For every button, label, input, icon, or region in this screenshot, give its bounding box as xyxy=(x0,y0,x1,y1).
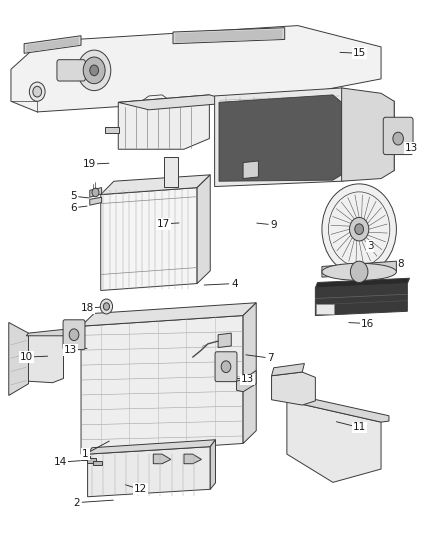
Circle shape xyxy=(350,217,369,241)
Bar xyxy=(164,157,178,187)
Circle shape xyxy=(29,82,45,101)
Polygon shape xyxy=(101,188,197,290)
Polygon shape xyxy=(101,175,210,195)
Circle shape xyxy=(350,261,368,282)
FancyBboxPatch shape xyxy=(63,320,85,350)
Polygon shape xyxy=(243,161,258,179)
Polygon shape xyxy=(272,372,315,405)
FancyBboxPatch shape xyxy=(215,352,237,382)
Text: 1: 1 xyxy=(82,449,89,459)
Polygon shape xyxy=(88,440,215,454)
Circle shape xyxy=(103,303,110,310)
Polygon shape xyxy=(90,188,102,197)
Text: 13: 13 xyxy=(64,345,77,355)
Circle shape xyxy=(69,329,79,341)
Text: 14: 14 xyxy=(54,457,67,467)
Polygon shape xyxy=(184,454,201,464)
Polygon shape xyxy=(88,447,210,497)
Text: 11: 11 xyxy=(353,423,366,432)
Polygon shape xyxy=(287,401,381,482)
Polygon shape xyxy=(105,127,119,133)
Polygon shape xyxy=(237,370,256,392)
Circle shape xyxy=(78,50,111,91)
Polygon shape xyxy=(210,440,215,489)
Circle shape xyxy=(221,361,231,373)
Text: 2: 2 xyxy=(73,498,80,507)
Polygon shape xyxy=(173,28,285,44)
Polygon shape xyxy=(24,36,81,53)
Polygon shape xyxy=(175,29,283,43)
Polygon shape xyxy=(315,284,407,316)
Text: 10: 10 xyxy=(20,352,33,362)
Text: 15: 15 xyxy=(353,49,366,58)
Polygon shape xyxy=(26,37,79,52)
Text: 3: 3 xyxy=(367,241,374,251)
Polygon shape xyxy=(26,332,64,383)
Polygon shape xyxy=(11,26,381,112)
Circle shape xyxy=(33,86,42,97)
Polygon shape xyxy=(218,333,231,348)
Polygon shape xyxy=(272,364,304,376)
Polygon shape xyxy=(118,95,209,149)
Polygon shape xyxy=(287,394,389,422)
Polygon shape xyxy=(90,197,102,205)
Circle shape xyxy=(100,299,113,314)
Text: 17: 17 xyxy=(157,219,170,229)
Polygon shape xyxy=(342,88,394,181)
Polygon shape xyxy=(215,88,394,187)
Bar xyxy=(93,461,102,465)
Text: 7: 7 xyxy=(267,353,274,363)
Polygon shape xyxy=(315,278,410,288)
Text: 6: 6 xyxy=(70,203,77,213)
Text: 5: 5 xyxy=(70,191,77,201)
Polygon shape xyxy=(322,261,396,277)
Polygon shape xyxy=(153,454,171,464)
Polygon shape xyxy=(219,95,342,181)
Bar xyxy=(81,456,90,460)
FancyBboxPatch shape xyxy=(383,117,413,155)
FancyBboxPatch shape xyxy=(57,60,85,81)
Polygon shape xyxy=(243,303,256,443)
Polygon shape xyxy=(197,175,210,284)
Text: 8: 8 xyxy=(397,259,404,269)
Polygon shape xyxy=(81,303,256,326)
Circle shape xyxy=(83,57,105,84)
Polygon shape xyxy=(26,329,64,336)
Polygon shape xyxy=(81,316,243,454)
Polygon shape xyxy=(9,322,28,395)
Text: 16: 16 xyxy=(361,319,374,328)
Text: 12: 12 xyxy=(134,484,147,494)
Circle shape xyxy=(92,188,99,197)
Circle shape xyxy=(90,65,99,76)
Circle shape xyxy=(393,132,403,145)
Text: 9: 9 xyxy=(270,220,277,230)
Text: 13: 13 xyxy=(405,143,418,153)
Text: 4: 4 xyxy=(231,279,238,288)
Ellipse shape xyxy=(322,263,396,280)
Text: 18: 18 xyxy=(81,303,94,313)
Circle shape xyxy=(322,184,396,274)
Bar xyxy=(87,458,96,463)
Text: 13: 13 xyxy=(241,375,254,384)
Bar xyxy=(316,304,334,314)
Circle shape xyxy=(355,224,364,235)
Polygon shape xyxy=(118,95,237,110)
Text: 19: 19 xyxy=(83,159,96,169)
